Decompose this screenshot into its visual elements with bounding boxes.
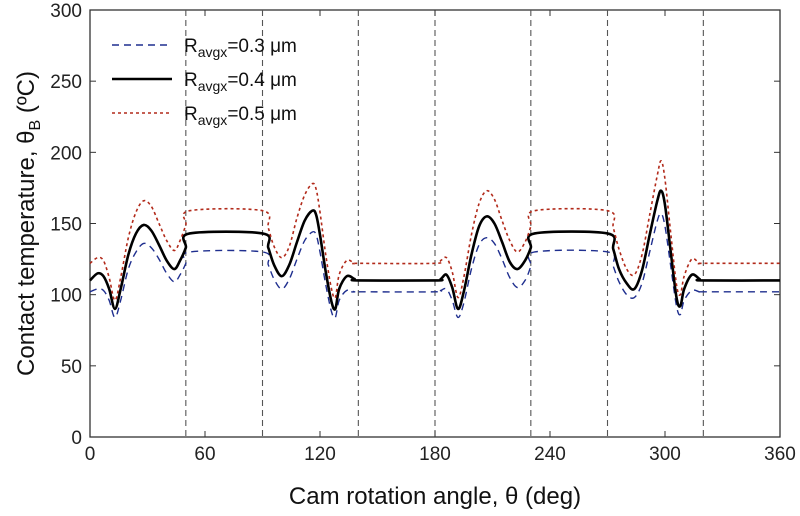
series-line [89, 212, 780, 319]
x-tick-label: 120 [304, 444, 336, 465]
y-tick-label: 200 [50, 143, 82, 164]
x-tick-label: 180 [419, 444, 451, 465]
series-layer [89, 160, 781, 319]
legend-label: Ravgx=0.4 μm [184, 70, 297, 94]
y-tick-label: 250 [50, 72, 82, 93]
x-axis-title: Cam rotation angle, θ (deg) [289, 483, 581, 510]
axis-ticks: 0 60 120 180 240 300 360 0 50 100 150 200 250 300 [50, 1, 796, 465]
x-tick-label: 300 [649, 444, 681, 465]
y-axis-title-sub: B [27, 120, 44, 131]
y-tick-label: 0 [71, 428, 82, 449]
y-axis-title: Contact temperature, θB (ºC) [13, 71, 44, 376]
series-line [89, 189, 781, 311]
x-tick-label: 0 [85, 444, 96, 465]
y-axis-title-main: Contact temperature, θ [13, 130, 40, 375]
x-tick-label: 240 [534, 444, 566, 465]
phase-divider-lines [185, 10, 704, 437]
x-tick-label: 60 [194, 444, 215, 465]
legend-label: Ravgx=0.3 μm [184, 36, 297, 60]
legend-label: Ravgx=0.5 μm [184, 104, 297, 128]
y-tick-label: 300 [50, 1, 82, 22]
series-line [89, 160, 780, 302]
y-tick-label: 50 [61, 357, 82, 378]
y-axis-title-unit: (ºC) [13, 71, 40, 120]
y-tick-label: 150 [50, 215, 82, 236]
y-tick-label: 100 [50, 286, 82, 307]
x-tick-label: 360 [764, 444, 796, 465]
legend: Ravgx=0.3 μm Ravgx=0.4 μm Ravgx=0.5 μm [112, 36, 297, 128]
